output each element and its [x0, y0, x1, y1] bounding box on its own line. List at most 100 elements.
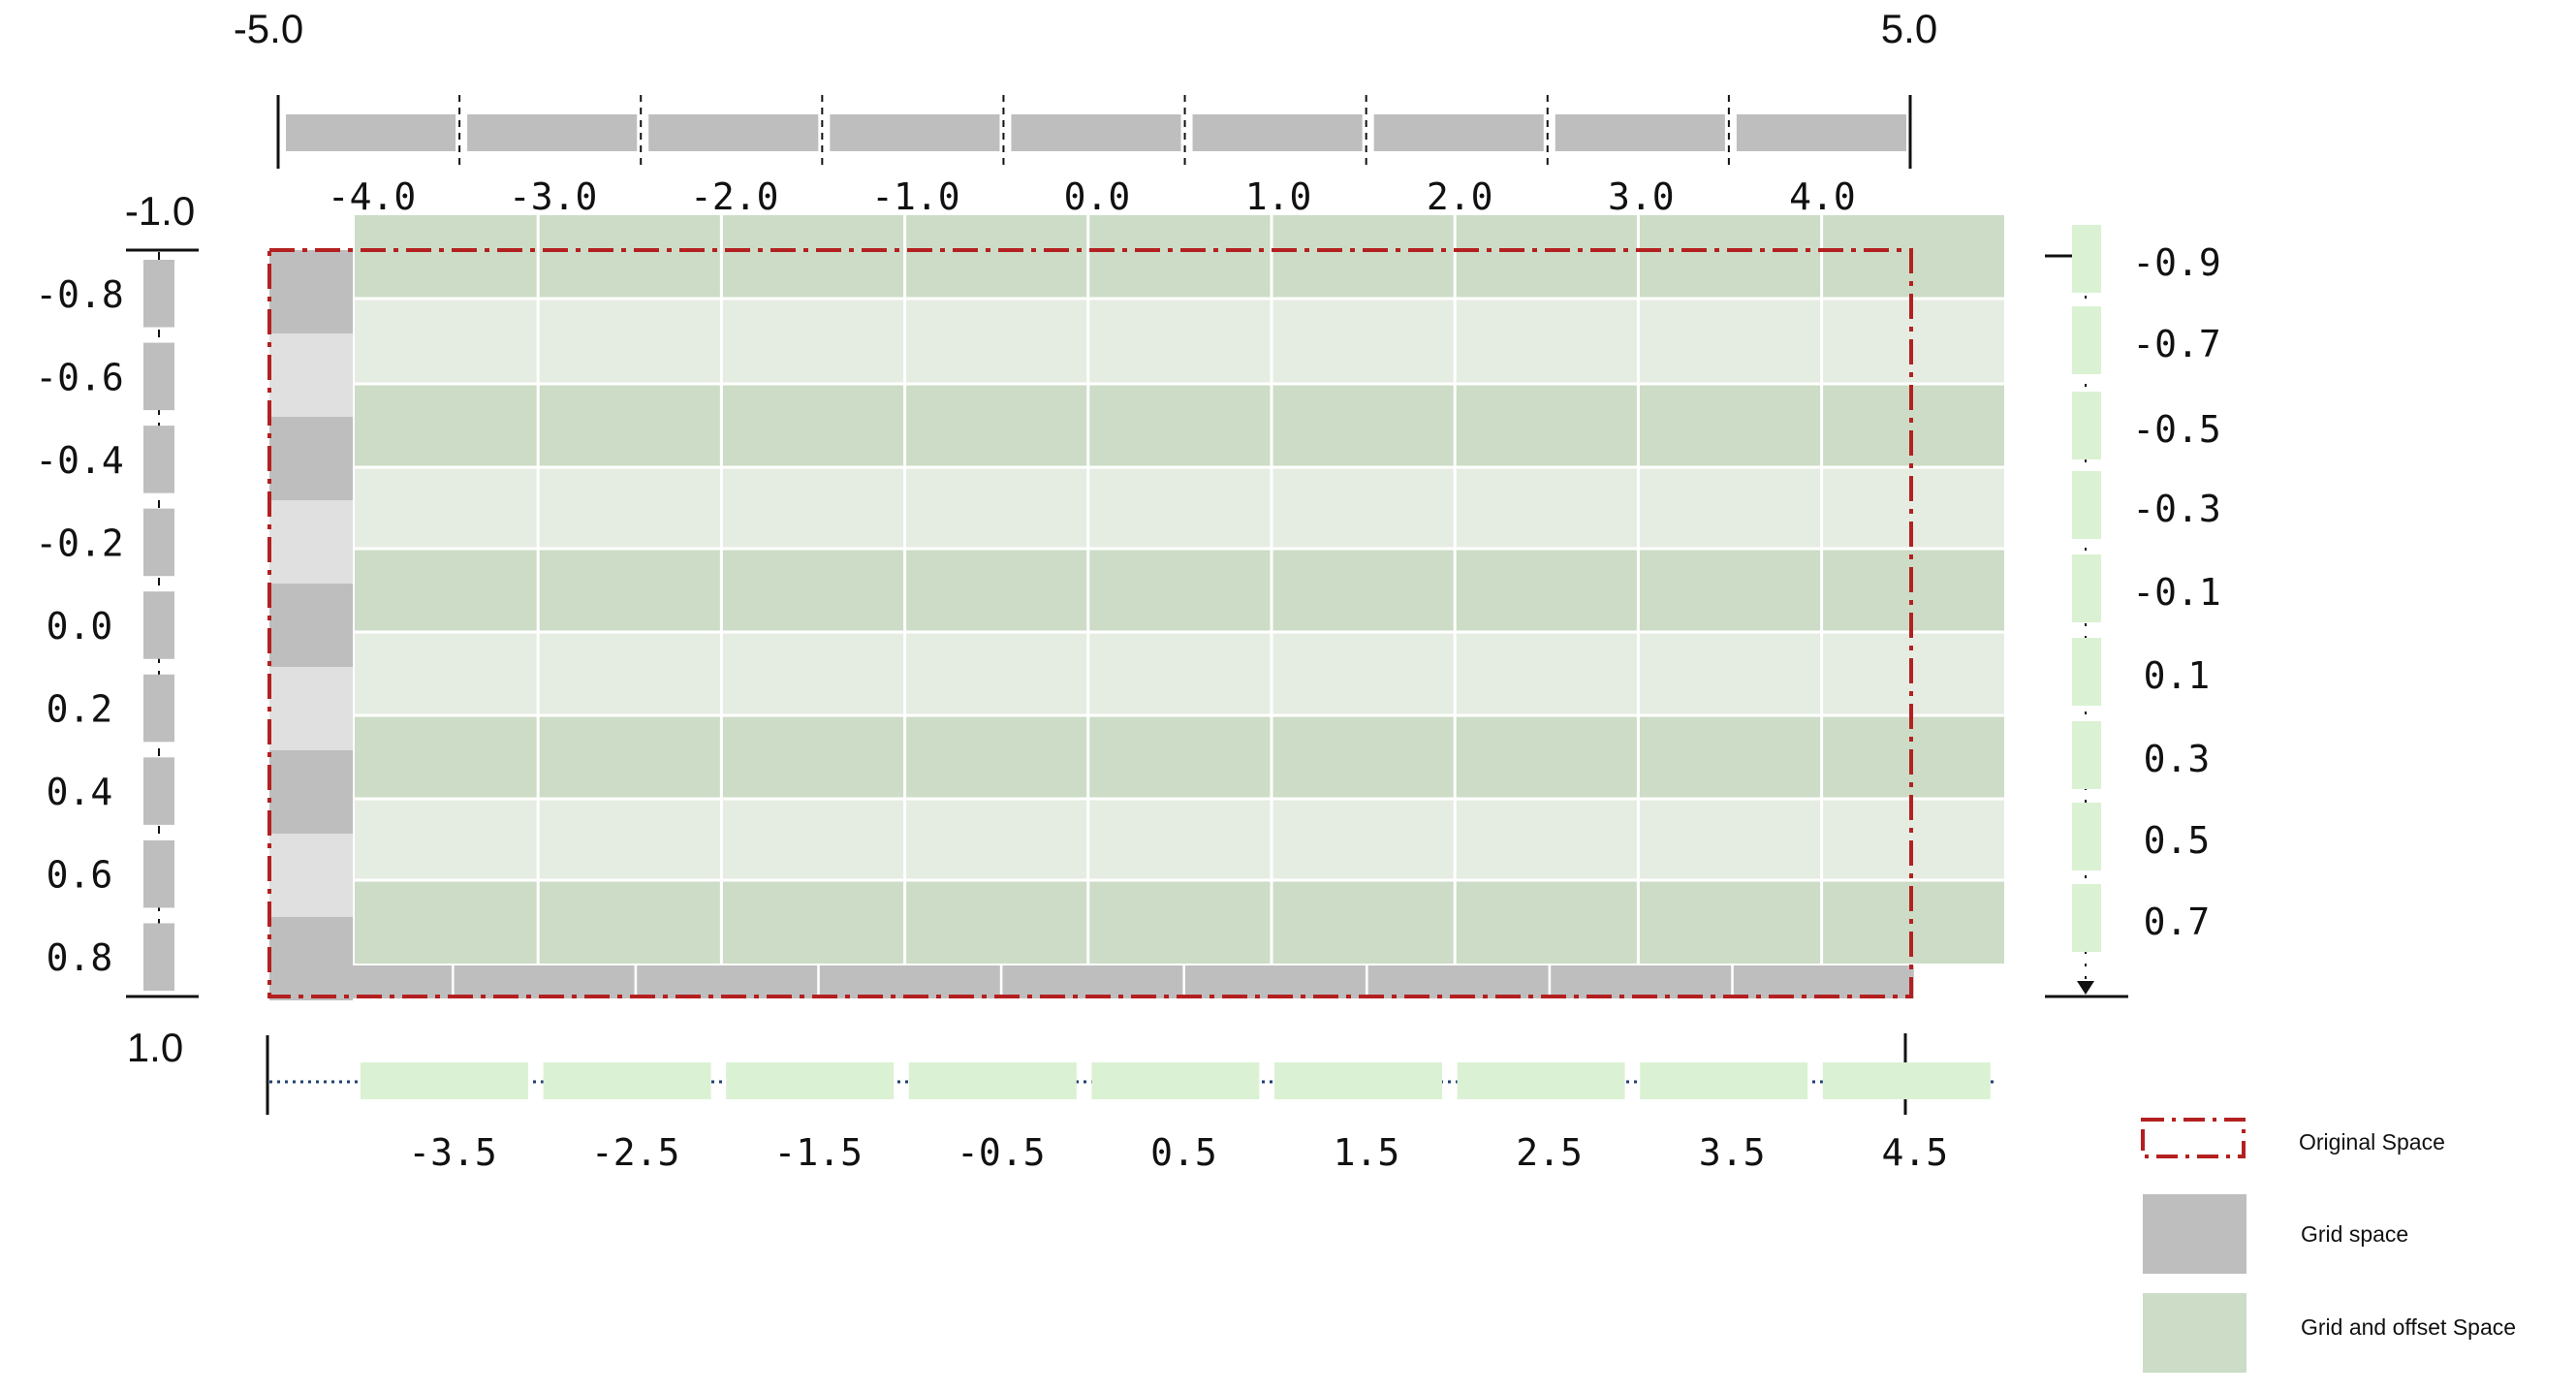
grid-space-cell	[454, 965, 635, 998]
offset-row	[355, 299, 2004, 384]
legend-label-grid-offset-space: Grid and offset Space	[2301, 1314, 2516, 1340]
left-axis-bin	[143, 426, 174, 493]
offset-row	[355, 880, 2004, 964]
right-axis-arrow-icon	[2077, 981, 2094, 995]
right-axis-bin	[2072, 225, 2101, 293]
top-axis-tick-label: 2.0	[1427, 175, 1493, 218]
left-axis-bin	[143, 508, 174, 577]
grid-space-cell	[637, 965, 818, 998]
bottom-axis-tick-label: 2.5	[1516, 1131, 1583, 1174]
legend-label-original-space: Original Space	[2299, 1129, 2445, 1155]
top-axis-bin	[467, 114, 638, 151]
left-axis-tick-label: 0.2	[47, 688, 113, 731]
left-axis-min-label: -1.0	[125, 188, 195, 234]
grid-space-cell	[269, 667, 353, 750]
top-axis-bin	[1736, 114, 1906, 151]
original-space-boundary	[267, 248, 1913, 998]
left-axis-bin	[143, 757, 174, 825]
right-axis: -0.9 -0.7 -0.5 -0.3 -0.1 0.1 0.3 0.5 0.7	[2045, 225, 2221, 998]
right-axis-bin	[2072, 803, 2101, 870]
offset-row	[355, 384, 2004, 467]
bottom-axis-tick-label: -2.5	[591, 1131, 680, 1174]
top-axis-tick-label: 3.0	[1608, 175, 1675, 218]
bottom-axis-bin	[543, 1062, 711, 1099]
top-axis-bin	[830, 114, 1000, 151]
grid-space-cell	[1551, 965, 1732, 998]
left-axis-bin	[143, 839, 174, 908]
right-axis-bin	[2072, 721, 2101, 789]
bottom-axis-tick-label: -1.5	[773, 1131, 863, 1174]
grid-space-cell	[269, 584, 353, 667]
offset-row	[355, 549, 2004, 632]
right-axis-tick-label: 0.3	[2144, 738, 2211, 780]
left-axis-max-label: 1.0	[127, 1025, 183, 1070]
left-axis-tick-label: 0.4	[47, 771, 113, 813]
legend: Original Space Grid space Grid and offse…	[2141, 1118, 2516, 1373]
left-axis-tick-label: -0.4	[35, 439, 124, 482]
left-axis-bin	[143, 260, 174, 328]
right-axis-tick-label: 0.1	[2144, 654, 2211, 697]
grid-space-cell	[269, 750, 353, 834]
top-axis-bin	[1192, 114, 1363, 151]
bottom-axis-bin	[1274, 1062, 1442, 1099]
bottom-axis-bin	[361, 1062, 528, 1099]
right-axis-tick-label: -0.3	[2132, 488, 2221, 530]
top-axis-min-label: -5.0	[234, 6, 303, 51]
right-axis-tick-label: -0.5	[2132, 408, 2221, 451]
bottom-axis-bin	[1640, 1062, 1808, 1099]
grid-space-cell	[1185, 965, 1366, 998]
bottom-axis-tick-label: 1.5	[1334, 1131, 1400, 1174]
legend-swatch-original-space	[2141, 1118, 2246, 1158]
offset-row	[355, 467, 2004, 549]
right-axis-tick-label: -0.9	[2132, 241, 2221, 284]
right-axis-bin	[2072, 392, 2101, 459]
right-axis-bin	[2072, 554, 2101, 622]
left-axis-tick-label: -0.2	[35, 522, 124, 564]
left-axis-tick-label: 0.6	[47, 854, 113, 897]
top-axis-max-label: 5.0	[1881, 6, 1937, 51]
grid-space-cell	[271, 965, 452, 998]
top-axis-bin	[1011, 114, 1181, 151]
top-axis-tick-label: 0.0	[1064, 175, 1131, 218]
left-axis-tick-label: -0.8	[35, 273, 124, 316]
bottom-axis-bin	[726, 1062, 895, 1099]
grid-space-cell	[1002, 965, 1183, 998]
bottom-axis: -3.5 -2.5 -1.5 -0.5 0.5 1.5 2.5 3.5 4.5	[266, 1033, 1996, 1174]
top-axis-tick-label: -2.0	[690, 175, 779, 218]
grid-space-cell	[269, 250, 353, 333]
left-axis-tick-label: 0.0	[47, 605, 113, 648]
bottom-axis-tick-label: -3.5	[408, 1131, 497, 1174]
top-axis-tick-label: 1.0	[1245, 175, 1312, 218]
bottom-axis-tick-label: -0.5	[957, 1131, 1046, 1174]
legend-swatch-grid-space	[2143, 1194, 2246, 1274]
bottom-axis-tick-label: 4.5	[1881, 1131, 1948, 1174]
top-axis-bin	[286, 114, 456, 151]
bottom-axis-tick-label: 3.5	[1699, 1131, 1766, 1174]
right-axis-bin	[2072, 471, 2101, 539]
top-axis-tick-label: -1.0	[871, 175, 960, 218]
left-axis-bin	[143, 923, 174, 991]
top-axis-bin	[1555, 114, 1725, 151]
left-axis: -0.8 -0.6 -0.4 -0.2 0.0 0.2 0.4 0.6 0.8	[35, 248, 199, 998]
grid-space-cell	[269, 500, 353, 584]
right-axis-bin	[2072, 884, 2101, 952]
main-grid	[267, 215, 2004, 1000]
grid-space-cell	[1733, 965, 1914, 998]
grid-space-cell	[1367, 965, 1549, 998]
bottom-axis-bin	[1822, 1062, 1991, 1099]
bottom-axis-bin	[908, 1062, 1077, 1099]
offset-row	[355, 215, 2004, 299]
top-axis-bin	[1373, 114, 1544, 151]
left-axis-tick-label: -0.6	[35, 356, 124, 398]
grid-space-cell	[269, 834, 353, 917]
grid-space-cell	[819, 965, 1000, 998]
top-axis-tick-label: 4.0	[1789, 175, 1856, 218]
top-axis: -4.0 -3.0 -2.0 -1.0 0.0 1.0 2.0 3.0 4.0	[276, 95, 1912, 218]
right-axis-tick-label: 0.5	[2144, 819, 2211, 862]
right-axis-tick-label: -0.1	[2132, 571, 2221, 614]
left-axis-bin	[143, 674, 174, 743]
bottom-axis-bin	[1457, 1062, 1625, 1099]
right-axis-tick-label: -0.7	[2132, 323, 2221, 365]
top-axis-bin	[648, 114, 819, 151]
right-axis-bin	[2072, 306, 2101, 374]
